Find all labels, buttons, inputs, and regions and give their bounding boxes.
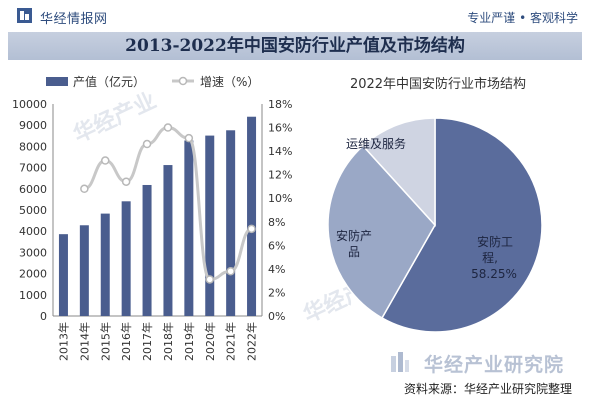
x-tick-label: 2018年 [161, 322, 175, 361]
bar [184, 140, 194, 316]
y-left-tick-label: 10000 [12, 98, 47, 111]
x-tick-label: 2022年 [245, 322, 259, 361]
y-right-tick-label: 12% [268, 169, 292, 182]
y-right-tick-label: 14% [268, 145, 292, 158]
pie-label-main-pct: 58.25% [471, 267, 517, 281]
pie-label-service: 运维及服务 [346, 136, 406, 151]
y-right-tick-label: 0% [268, 310, 285, 323]
pie-slice [380, 117, 543, 333]
slogan: 专业严谨 • 客观科学 [467, 11, 578, 25]
y-left-tick-label: 2000 [19, 268, 47, 281]
growth-point [226, 266, 235, 276]
legend-bar-swatch [46, 77, 68, 86]
bar [79, 225, 89, 316]
y-left-tick-label: 6000 [19, 183, 47, 196]
brand-name: 华经情报网 [40, 12, 108, 27]
legend-bar-label: 产值（亿元） [73, 74, 145, 89]
growth-point [80, 184, 89, 194]
legend-line-marker [178, 76, 188, 86]
growth-point [184, 133, 194, 143]
growth-point [205, 275, 214, 284]
pie-label-product: 品 [348, 245, 360, 259]
y-right-tick-label: 16% [268, 122, 292, 135]
brand-logo-icon [17, 8, 32, 23]
growth-point [121, 177, 131, 186]
x-tick-label: 2016年 [119, 322, 133, 361]
y-left-tick-label: 4000 [19, 225, 47, 238]
y-left-tick-label: 7000 [19, 162, 47, 175]
y-left-tick-label: 9000 [19, 119, 47, 132]
source-note: 资料来源：华经产业研究院整理 [403, 382, 572, 396]
x-tick-label: 2014年 [77, 322, 91, 361]
growth-point [163, 123, 173, 132]
growth-point [247, 224, 256, 234]
y-left-tick-label: 3000 [19, 246, 47, 259]
y-left-tick-label: 0 [40, 310, 47, 323]
x-tick-label: 2015年 [98, 322, 112, 361]
y-right-tick-label: 18% [268, 98, 292, 111]
footer-brand: 华经产业研究院 [424, 354, 565, 376]
top-bar: 华经情报网 专业严谨 • 客观科学 [0, 0, 590, 30]
pie-label-main: 程, [482, 250, 498, 265]
pie-title: 2022年中国安防行业市场结构 [350, 76, 526, 92]
growth-point [142, 139, 152, 149]
y-left-tick-label: 8000 [19, 140, 47, 153]
pie-label-product: 安防产 [336, 228, 372, 243]
bar [247, 116, 257, 316]
pie-slice [361, 117, 436, 227]
x-tick-label: 2020年 [203, 322, 217, 361]
x-tick-label: 2013年 [56, 322, 70, 361]
y-right-tick-label: 8% [268, 216, 285, 229]
y-right-tick-label: 4% [268, 263, 285, 276]
growth-point [101, 156, 110, 165]
y-left-tick-label: 5000 [19, 204, 47, 217]
page-title: 2013-2022年中国安防行业产值及市场结构 [8, 32, 582, 60]
legend-line-label: 增速（%） [200, 75, 259, 89]
growth-line [83, 126, 253, 281]
x-tick-label: 2019年 [182, 322, 196, 361]
x-tick-label: 2017年 [140, 322, 154, 361]
bar [100, 213, 110, 316]
y-right-tick-label: 2% [268, 286, 285, 299]
bar [163, 165, 173, 316]
footer-logo-icon [391, 352, 409, 372]
bar [121, 201, 131, 316]
x-tick-label: 2021年 [224, 322, 238, 361]
bar [205, 135, 215, 316]
y-left-tick-label: 1000 [19, 289, 47, 302]
pie-slice [327, 144, 436, 319]
y-right-tick-label: 6% [268, 239, 285, 252]
pie-label-main: 安防工 [477, 234, 513, 249]
y-right-tick-label: 10% [268, 192, 292, 205]
bar [58, 234, 68, 316]
bar [226, 130, 236, 316]
bar [142, 184, 152, 316]
